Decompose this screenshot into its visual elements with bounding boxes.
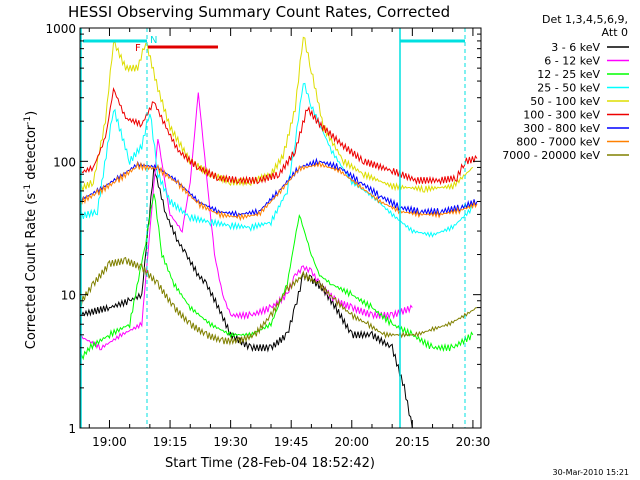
series-line-9	[80, 256, 478, 346]
flag-f-label: F	[135, 43, 141, 54]
plot-area: NF	[80, 28, 478, 428]
x-tick-label: 19:45	[274, 435, 309, 449]
y-tick-label: 100	[53, 155, 76, 169]
x-tick-label: 20:30	[456, 435, 491, 449]
legend-label-7: 300 - 800 keV	[523, 122, 600, 135]
legend-title-line-1: Det 1,3,4,5,6,9,	[542, 13, 628, 26]
legend-label-5: 50 - 100 keV	[530, 95, 600, 108]
y-tick-label: 1000	[45, 22, 76, 36]
x-axis-ticks: 19:00 19:15 19:30 19:45 20:00 20:15 20:30	[88, 28, 491, 449]
series-line-1	[80, 166, 413, 428]
legend-label-6: 100 - 300 keV	[523, 109, 600, 122]
legend-label-4: 25 - 50 keV	[537, 82, 600, 95]
x-tick-label: 20:00	[334, 435, 369, 449]
legend-label-8: 800 - 7000 keV	[516, 136, 600, 149]
legend-label-1: 3 - 6 keV	[551, 41, 600, 54]
y-tick-label: 10	[61, 289, 76, 303]
legend-label-2: 6 - 12 keV	[544, 55, 600, 68]
footer-timestamp: 30-Mar-2010 15:21	[553, 468, 630, 477]
x-tick-label: 19:30	[213, 435, 248, 449]
flag-n-label: N	[150, 35, 157, 46]
x-axis-label: Start Time (28-Feb-04 18:52:42)	[165, 456, 375, 471]
x-tick-label: 20:15	[395, 435, 430, 449]
series-line-6	[80, 87, 478, 186]
y-axis-ticks: 1 10 100 1000	[45, 22, 481, 436]
y-axis-label: Corrected Count Rate (s-1 detector-1)	[23, 111, 39, 349]
legend-title-line-2: Att 0	[602, 26, 628, 39]
series-line-2	[80, 92, 413, 351]
series-line-4	[80, 82, 474, 238]
plot-frame	[79, 27, 482, 429]
series-line-5	[80, 36, 474, 194]
series-line-8	[80, 160, 478, 222]
x-tick-label: 19:15	[153, 435, 188, 449]
y-tick-label: 1	[68, 422, 76, 436]
legend-label-9: 7000 - 20000 keV	[502, 149, 600, 162]
chart-title: HESSI Observing Summary Count Rates, Cor…	[68, 3, 450, 21]
x-tick-label: 19:00	[92, 435, 127, 449]
legend-label-3: 12 - 25 keV	[537, 68, 600, 81]
